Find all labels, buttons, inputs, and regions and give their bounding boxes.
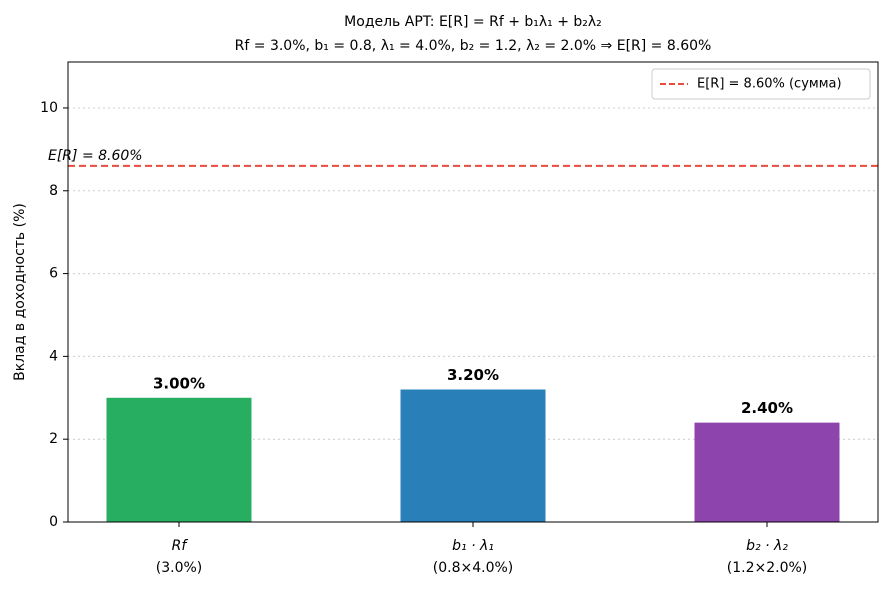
- legend-label: E[R] = 8.60% (сумма): [697, 77, 842, 92]
- y-tick-label: 8: [49, 183, 58, 199]
- bar: [106, 397, 252, 522]
- x-tick-label: Rf: [172, 538, 189, 554]
- y-tick-label: 6: [49, 266, 58, 282]
- y-axis-label: Вклад в доходность (%): [12, 203, 28, 381]
- legend-box: [651, 68, 871, 100]
- y-tick-label: 0: [49, 514, 58, 530]
- x-tick-label: b₁ · λ₁: [452, 538, 494, 554]
- x-tick-note: (1.2×2.0%): [727, 560, 808, 576]
- axes-frame: [67, 61, 879, 523]
- x-tick-label: b₂ · λ₂: [746, 538, 788, 554]
- bar: [694, 422, 840, 522]
- x-tick-note: (3.0%): [156, 560, 203, 576]
- chart-subtitle: Rf = 3.0%, b₁ = 0.8, λ₁ = 4.0%, b₂ = 1.2…: [235, 38, 712, 54]
- x-tick-note: (0.8×4.0%): [433, 560, 514, 576]
- y-tick-label: 2: [49, 431, 58, 447]
- value-label: 2.40%: [741, 399, 793, 417]
- reference-annotation: E[R] = 8.60%: [48, 148, 143, 164]
- value-label: 3.00%: [153, 374, 205, 392]
- y-tick-label: 4: [49, 348, 58, 364]
- y-tick-label: 10: [40, 100, 58, 116]
- value-label: 3.20%: [447, 366, 499, 384]
- chart-title: Модель APT: E[R] = Rf + b₁λ₁ + b₂λ₂: [344, 14, 602, 30]
- bar: [400, 389, 546, 522]
